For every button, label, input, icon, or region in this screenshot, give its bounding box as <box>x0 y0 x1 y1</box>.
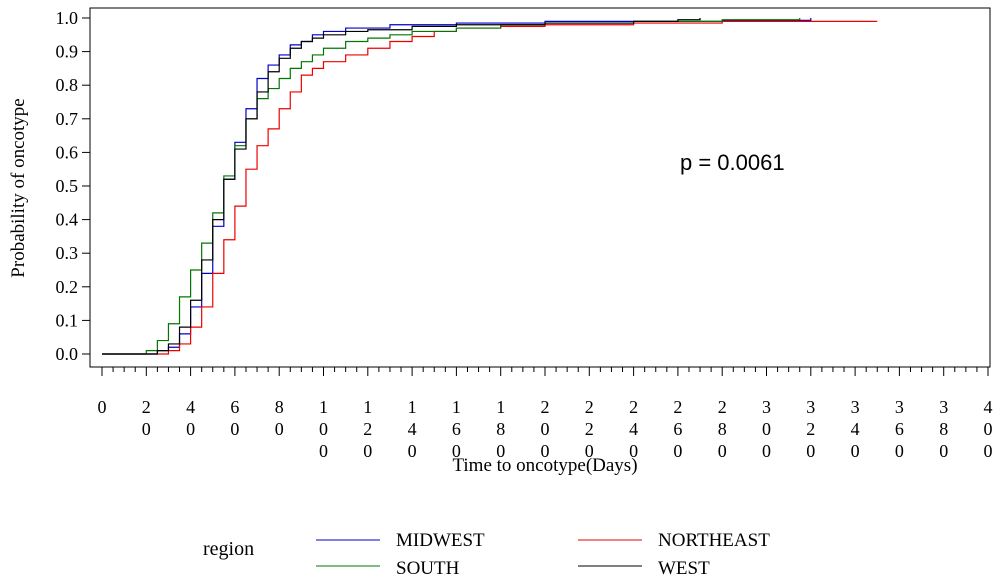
y-axis: 0.0 0.1 0.2 0.3 0.4 0.5 0.6 0.7 0.8 0.9 1.0 <box>56 8 90 364</box>
y-tick-label: 0.4 <box>56 210 79 230</box>
legend-title: region <box>203 538 254 560</box>
series-line-west <box>102 18 701 355</box>
series-line-midwest <box>102 18 812 355</box>
p-value-annotation: p = 0.0061 <box>680 150 785 175</box>
y-tick-label: 0.2 <box>56 277 79 297</box>
y-tick-label: 1.0 <box>56 8 79 28</box>
y-tick-label: 0.8 <box>56 75 79 95</box>
legend: region MIDWEST NORTHEAST SOUTH WEST <box>203 530 770 579</box>
y-tick-label: 0.5 <box>56 176 79 196</box>
y-tick-label: 0.7 <box>56 109 79 129</box>
series-line-south <box>102 18 801 355</box>
legend-label-midwest: MIDWEST <box>396 530 485 551</box>
legend-label-south: SOUTH <box>396 558 460 579</box>
x-tick-label: 0 <box>98 397 107 417</box>
x-axis-title: Time to oncotype(Days) <box>452 455 637 476</box>
y-tick-label: 0.6 <box>56 142 79 162</box>
series-line-northeast <box>102 20 878 355</box>
series-layer <box>102 18 878 355</box>
x-axis: 0 2 0 4 0 6 0 8 0 1 0 0 1 2 0 1 4 0 1 6 0 1 8 0 2 0 0 2 2 0 2 4 0 2 6 0 2 8 0 3… <box>98 367 993 461</box>
y-tick-label: 0.1 <box>56 310 79 330</box>
plot-frame <box>89 7 991 368</box>
legend-label-northeast: NORTHEAST <box>658 530 770 551</box>
y-tick-label: 0.3 <box>56 243 79 263</box>
legend-label-west: WEST <box>658 558 710 579</box>
y-tick-label: 0.9 <box>56 42 79 62</box>
y-axis-title: Probability of oncotype <box>8 98 29 277</box>
y-tick-label: 0.0 <box>56 344 79 364</box>
